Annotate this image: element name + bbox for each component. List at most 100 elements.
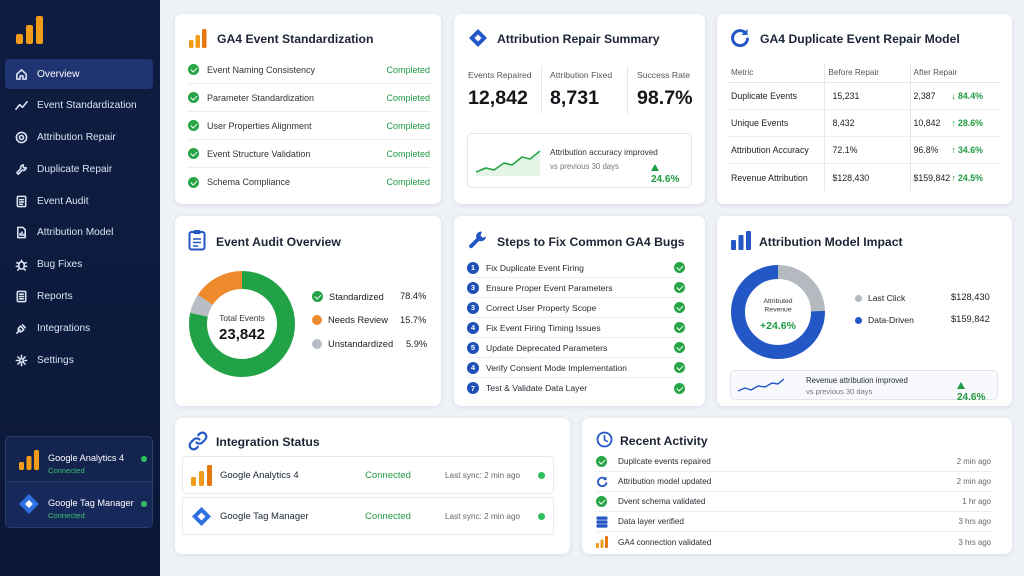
last-sync: Last sync: 2 min ago: [445, 511, 521, 521]
activity-item[interactable]: Attribution model updated 2 min ago: [595, 472, 991, 492]
event-audit-card: Event Audit Overview Total Events 23,842…: [175, 216, 441, 406]
ga4-icon: [595, 536, 608, 548]
activity-item[interactable]: GA4 connection validated 3 hrs ago: [595, 532, 991, 552]
table-row: Duplicate Events 15,231 2,387 ↓ 84.4%: [728, 82, 1001, 110]
check-circle-icon: [188, 120, 199, 131]
status-dot: [141, 456, 147, 462]
timestamp: 3 hrs ago: [958, 537, 991, 547]
legend-value: 78.4%: [400, 291, 427, 301]
divider: [627, 66, 628, 114]
sidebar-integration-ga4[interactable]: Google Analytics 4 Connected: [6, 437, 152, 482]
check-circle-icon: [188, 148, 199, 159]
card-title: Event Audit Overview: [216, 235, 341, 249]
sidebar-item-overview[interactable]: Overview: [5, 59, 153, 89]
legend-last-click: Last Click: [855, 293, 905, 303]
sidebar-item-label: Settings: [37, 354, 74, 366]
integration-name: Google Analytics 4: [220, 469, 299, 481]
status-dot: [538, 512, 545, 520]
table-row: Revenue Attribution $128,430 $159,842↑ 24…: [728, 163, 1001, 192]
check-circle-icon: [188, 176, 199, 188]
integration-name: Google Tag Manager: [48, 498, 134, 508]
integration-row-ga4[interactable]: Google Analytics 4 Connected Last sync: …: [182, 456, 554, 494]
sidebar-item-label: Bug Fixes: [37, 259, 83, 271]
list-item[interactable]: 3 Correct User Property Scope: [467, 298, 685, 318]
refresh-icon: [596, 476, 607, 487]
table-row: Attribution Accuracy 72.1% 96.8% ↑ 34.6%: [728, 136, 1001, 165]
card-title: Steps to Fix Common GA4 Bugs: [497, 235, 685, 249]
integration-name: Google Tag Manager: [220, 510, 309, 522]
gtm-icon: [192, 507, 211, 526]
improvement-text: Revenue attribution improved: [806, 376, 908, 385]
donut-center-label: Total Events: [219, 313, 265, 323]
list-item[interactable]: 7 Test & Validate Data Layer: [467, 378, 685, 398]
sidebar-item-event-audit[interactable]: Event Audit: [5, 186, 153, 216]
timestamp: 2 min ago: [956, 477, 991, 486]
link-icon: [188, 431, 208, 451]
file-chart-icon: [14, 226, 28, 240]
improvement-subtext: vs previous 30 days: [806, 387, 873, 396]
sidebar-item-label: Reports: [37, 291, 73, 303]
check-circle-icon: [674, 282, 685, 293]
card-title: GA4 Duplicate Event Repair Model: [760, 32, 960, 46]
gear-icon: [14, 353, 28, 367]
sidebar: Overview Event Standardization Attributi…: [0, 0, 160, 576]
change-value: ↑ 24.5%: [951, 172, 983, 183]
integration-status: Connected: [365, 510, 411, 522]
sidebar-integration-gtm[interactable]: Google Tag Manager Connected: [6, 482, 152, 527]
check-circle-icon: [596, 496, 607, 507]
integration-status: Connected: [365, 469, 411, 481]
improvement-banner: Attribution accuracy improved vs previou…: [467, 133, 692, 188]
sidebar-integrations: Google Analytics 4 Connected Google Tag …: [5, 436, 153, 528]
activity-item[interactable]: Data layer verified 3 hrs ago: [595, 512, 991, 532]
list-item[interactable]: 4 Verify Consent Mode Implementation: [467, 358, 685, 378]
integration-row-gtm[interactable]: Google Tag Manager Connected Last sync: …: [182, 497, 554, 535]
donut-slice-last-click: [777, 265, 825, 312]
legend-value: $159,842: [951, 314, 990, 324]
list-item: Event Naming Consistency Completed: [188, 56, 430, 84]
column-header: Before Repair: [823, 63, 910, 83]
list-item[interactable]: 1 Fix Duplicate Event Firing: [467, 258, 685, 278]
sidebar-nav: Overview Event Standardization Attributi…: [5, 59, 153, 377]
arrow-up-icon: [651, 164, 659, 171]
list-item[interactable]: 5 Update Deprecated Parameters: [467, 338, 685, 358]
status-text: Completed: [386, 177, 430, 187]
activity-item[interactable]: Dvent schema validated 1 hr ago: [595, 492, 991, 512]
status-text: Completed: [386, 148, 430, 159]
list-item[interactable]: 4 Fix Event Firing Timing Issues: [467, 318, 685, 338]
donut-slice-standardized: [189, 271, 295, 377]
legend-dot: [855, 316, 862, 324]
check-circle-icon: [596, 456, 607, 467]
status-dot: [141, 501, 147, 507]
refresh-icon: [731, 29, 749, 48]
duplicate-model-card: GA4 Duplicate Event Repair Model Metric …: [717, 14, 1012, 204]
donut-center-label: Attributed Revenue: [763, 298, 792, 314]
document-icon: [14, 194, 28, 208]
wrench-icon: [14, 162, 28, 176]
legend-dot: [855, 294, 862, 302]
integration-status: Connected: [48, 511, 85, 520]
legend-needs-review: Needs Review: [312, 315, 388, 325]
server-icon: [596, 516, 607, 528]
sidebar-item-event-standardization[interactable]: Event Standardization: [5, 91, 153, 121]
sidebar-item-label: Duplicate Repair: [37, 163, 113, 175]
table-header-row: Metric Before Repair After Repair: [728, 63, 1001, 83]
sidebar-item-attribution-repair[interactable]: Attribution Repair: [5, 123, 153, 153]
sidebar-item-reports[interactable]: Reports: [5, 282, 153, 312]
sidebar-item-bug-fixes[interactable]: Bug Fixes: [5, 250, 153, 280]
sidebar-item-integrations[interactable]: Integrations: [5, 313, 153, 343]
change-value: ↓ 84.4%: [951, 90, 983, 101]
analytics-logo-icon[interactable]: [16, 14, 44, 44]
integration-name: Google Analytics 4: [48, 453, 125, 463]
sidebar-item-duplicate-repair[interactable]: Duplicate Repair: [5, 154, 153, 184]
sidebar-item-settings[interactable]: Settings: [5, 345, 153, 375]
activity-item[interactable]: Duplicate events repaired 2 min ago: [595, 452, 991, 472]
ga4-icon: [19, 450, 39, 470]
improvement-value: 24.6%: [651, 163, 691, 185]
divider: [541, 66, 542, 114]
list-item[interactable]: 3 Ensure Proper Event Parameters: [467, 278, 685, 298]
sidebar-item-attribution-model[interactable]: Attribution Model: [5, 218, 153, 248]
improvement-banner: Revenue attribution improved vs previous…: [730, 370, 998, 403]
wrench-icon: [469, 231, 486, 249]
report-icon: [14, 290, 28, 304]
table-row: Unique Events 8,432 10,842 ↑ 28.6%: [728, 109, 1001, 138]
